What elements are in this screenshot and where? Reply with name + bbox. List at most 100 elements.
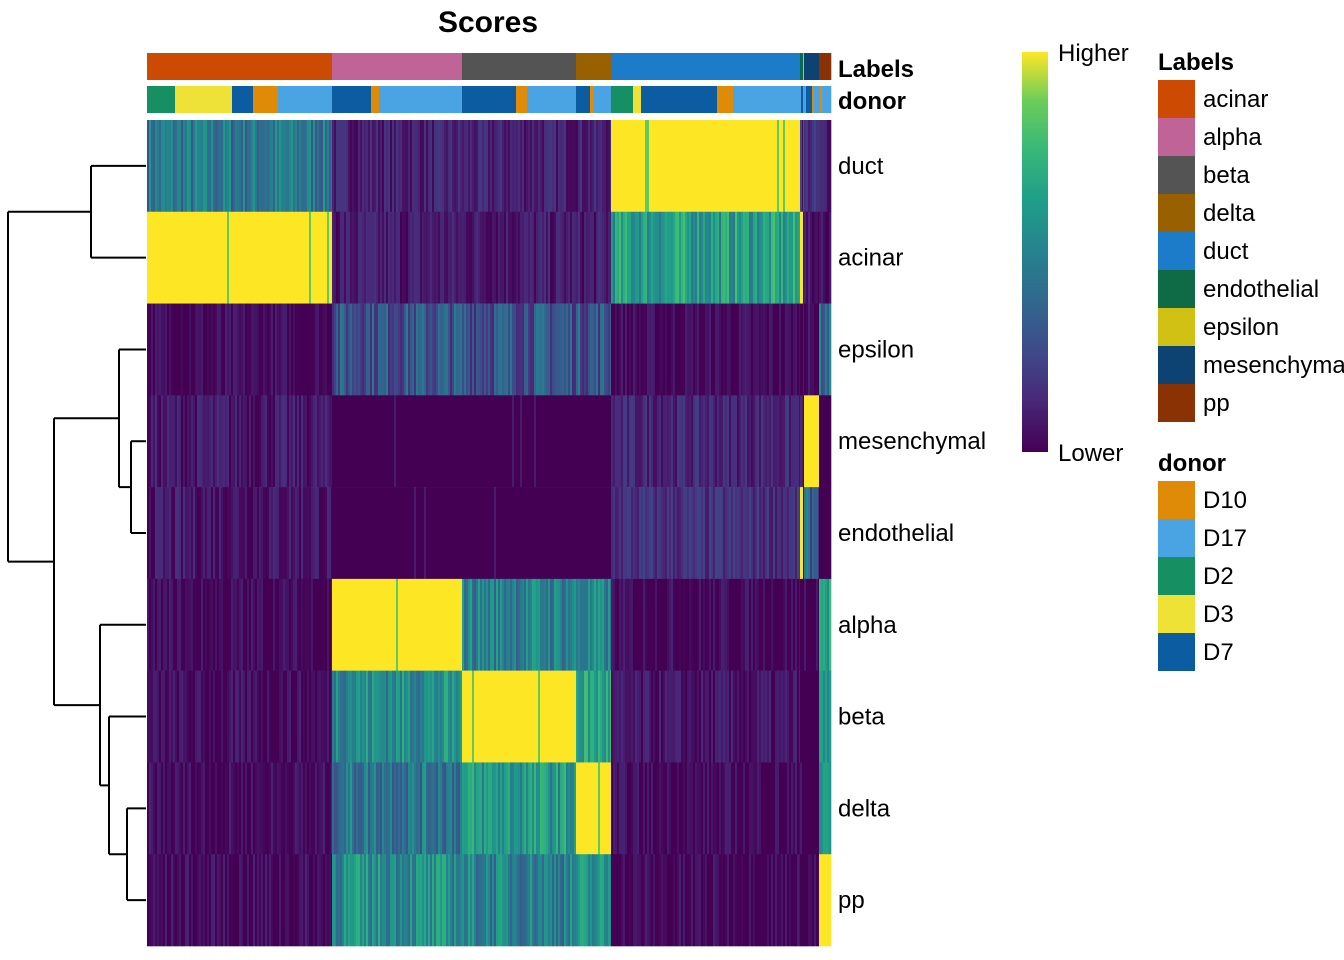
heatmap-cell (755, 578, 758, 671)
heatmap-cell (685, 303, 688, 396)
heatmap-cell (388, 854, 391, 947)
heatmap-cell (582, 670, 585, 763)
heatmap-cell (307, 211, 310, 304)
heatmap-cell (372, 670, 375, 763)
heatmap-cell (245, 854, 248, 947)
heatmap-cell (651, 578, 654, 671)
heatmap-cell (659, 578, 662, 671)
heatmap-cell (564, 762, 567, 855)
heatmap-cell (317, 578, 320, 671)
heatmap-cell (412, 303, 415, 396)
heatmap-cell (368, 120, 371, 213)
heatmap-cell (193, 303, 196, 396)
heatmap-cell (534, 762, 537, 855)
heatmap-cell (797, 762, 800, 855)
heatmap-cell (510, 395, 513, 488)
heatmap-cell (743, 762, 746, 855)
heatmap-cell (207, 211, 210, 304)
heatmap-cell (273, 578, 276, 671)
heatmap-cell (346, 578, 349, 671)
heatmap-cell (562, 303, 565, 396)
heatmap-cell (149, 120, 152, 213)
heatmap-cell (528, 211, 531, 304)
heatmap-cell (167, 487, 170, 580)
heatmap-cell (207, 487, 210, 580)
heatmap-cell (173, 487, 176, 580)
heatmap-cell (765, 395, 768, 488)
heatmap-cell (681, 578, 684, 671)
heatmap-cell (627, 762, 630, 855)
heatmap-cell (313, 303, 316, 396)
heatmap-cell (627, 303, 630, 396)
heatmap-cell (436, 578, 439, 671)
heatmap-cell (699, 670, 702, 763)
heatmap-cell (213, 120, 216, 213)
heatmap-cell (456, 303, 459, 396)
heatmap-cell (691, 762, 694, 855)
heatmap-cell (697, 762, 700, 855)
heatmap-cell (241, 578, 244, 671)
heatmap-cell (816, 211, 819, 304)
heatmap-cell (611, 487, 614, 580)
heatmap-cell (735, 854, 738, 947)
heatmap-cell (608, 303, 611, 396)
heatmap-cell (402, 211, 405, 304)
heatmap-cell (358, 854, 361, 947)
heatmap-cell (536, 578, 539, 671)
heatmap-cell (319, 854, 322, 947)
heatmap-cell (727, 762, 730, 855)
heatmap-cell (307, 487, 310, 580)
heatmap-cell (494, 120, 497, 213)
heatmap-cell (560, 303, 563, 396)
heatmap-cell (368, 854, 371, 947)
heatmap-cell (741, 211, 744, 304)
heatmap-cell (239, 303, 242, 396)
heatmap-cell (804, 303, 807, 396)
heatmap-cell (613, 578, 616, 671)
heatmap-cell (416, 395, 419, 488)
heatmap-cell (382, 762, 385, 855)
heatmap-cell (376, 303, 379, 396)
heatmap-cell (695, 211, 698, 304)
heatmap-cell (167, 395, 170, 488)
heatmap-cell (550, 120, 553, 213)
heatmap-cell (496, 578, 499, 671)
heatmap-cell (816, 120, 819, 213)
annotation-segment-epsilon (803, 53, 805, 80)
heatmap-cell (594, 303, 597, 396)
heatmap-cell (574, 487, 577, 580)
heatmap-cell (155, 395, 158, 488)
heatmap-cell (458, 211, 461, 304)
heatmap-cell (544, 854, 547, 947)
heatmap-cell (721, 395, 724, 488)
heatmap-cell (745, 120, 748, 213)
heatmap-cell (572, 211, 575, 304)
heatmap-cell (556, 120, 559, 213)
heatmap-cell (530, 303, 533, 396)
heatmap-cell (789, 303, 792, 396)
heatmap-cell (334, 854, 337, 947)
heatmap-cell (269, 578, 272, 671)
heatmap-cell (237, 120, 240, 213)
legend-swatch-D10 (1158, 481, 1195, 519)
heatmap-cell (251, 303, 254, 396)
heatmap-cell (810, 395, 813, 488)
heatmap-cell (580, 120, 583, 213)
heatmap-cell (789, 395, 792, 488)
heatmap-cell (723, 395, 726, 488)
heatmap-cell (396, 303, 399, 396)
heatmap-cell (787, 395, 790, 488)
heatmap-cell (159, 487, 162, 580)
legend-swatch-D2 (1158, 557, 1195, 595)
heatmap-cell (261, 854, 264, 947)
heatmap-cell (323, 303, 326, 396)
heatmap-cell (556, 211, 559, 304)
heatmap-cell (818, 303, 820, 396)
heatmap-cell (321, 120, 324, 213)
heatmap-cell (675, 854, 678, 947)
heatmap-cell (799, 303, 801, 396)
heatmap-cell (273, 487, 276, 580)
heatmap-cell (175, 120, 178, 213)
heatmap-cell (645, 211, 648, 304)
heatmap-cell (221, 854, 224, 947)
